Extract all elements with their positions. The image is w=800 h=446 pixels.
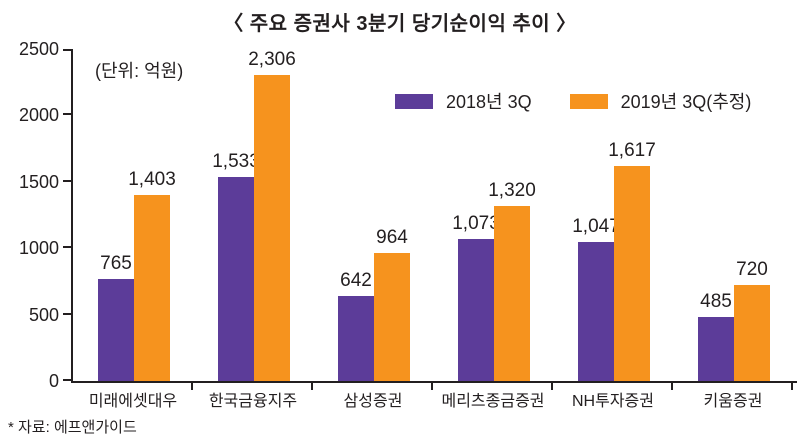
- bar-value-label: 1,617: [608, 140, 656, 161]
- bar-value-label: 642: [340, 270, 372, 291]
- bar-value-label: 1,047: [572, 216, 620, 237]
- bar-2018-3q-1: [218, 177, 254, 381]
- bar-2019-3q-1: [254, 75, 290, 381]
- y-tick-mark: [63, 179, 71, 182]
- x-tick-mark: [191, 383, 193, 390]
- y-axis-line: [71, 49, 73, 381]
- x-tick-mark: [791, 383, 793, 390]
- x-category-label: 한국금융지주: [208, 393, 298, 410]
- x-tick-mark: [671, 383, 673, 390]
- bar-2019-3q-2: [374, 253, 410, 381]
- bar-2019-3q-0: [134, 195, 170, 381]
- x-tick-mark: [431, 383, 433, 390]
- bar-value-label: 964: [376, 227, 408, 248]
- y-tick-mark: [63, 379, 71, 381]
- bar-value-label: 1,320: [488, 180, 536, 201]
- legend-item-2019-3q: 2019년 3Q(추정): [569, 88, 752, 114]
- x-tick-mark: [311, 383, 313, 390]
- x-axis-line: [71, 381, 797, 383]
- y-tick-label: 1000: [18, 238, 59, 259]
- y-tick-mark: [63, 312, 71, 315]
- y-tick-label: 2000: [18, 105, 59, 126]
- legend-label-2018-3q: 2018년 3Q: [446, 92, 532, 112]
- x-tick-mark: [551, 383, 553, 390]
- x-category-label: NH투자증권: [572, 393, 654, 410]
- y-tick-mark: [63, 113, 71, 116]
- x-category-label: 삼성증권: [343, 393, 403, 410]
- bar-value-label: 765: [100, 253, 132, 274]
- bar-value-label: 1,533: [212, 151, 260, 172]
- bar-2018-3q-3: [458, 239, 494, 381]
- y-tick-label: 0: [48, 371, 59, 391]
- bar-value-label: 2,306: [248, 49, 296, 70]
- bar-2018-3q-4: [578, 242, 614, 381]
- bar-2018-3q-2: [338, 296, 374, 381]
- x-category-label: 키움증권: [703, 393, 763, 410]
- source-note: * 자료: 에프앤가이드: [8, 419, 137, 436]
- unit-label: (단위: 억원): [95, 61, 184, 81]
- y-tick-label: 500: [28, 304, 59, 325]
- legend-swatch-2018-3q: [395, 93, 433, 109]
- y-tick-mark: [63, 49, 71, 51]
- bar-value-label: 1,403: [128, 169, 176, 190]
- y-tick-label: 2500: [18, 39, 59, 59]
- chart-title: 〈 주요 증권사 3분기 당기순이익 추이 〉: [223, 13, 577, 35]
- y-tick-label: 1500: [18, 171, 59, 192]
- bar-value-label: 1,073: [452, 213, 500, 234]
- y-tick-mark: [63, 246, 71, 249]
- bar-2019-3q-3: [494, 206, 530, 381]
- bar-2018-3q-0: [98, 279, 134, 381]
- legend-item-2018-3q: 2018년 3Q: [395, 88, 532, 114]
- plot-area: 0 500 1000 1500 2000 2500 765 1,403 미래에셋대우 1,533 2…: [19, 39, 797, 410]
- legend: 2018년 3Q 2019년 3Q(추정): [395, 88, 751, 114]
- x-category-label: 미래에셋대우: [88, 393, 178, 410]
- bar-2019-3q-4: [614, 166, 650, 381]
- x-category-label: 메리츠종금증권: [441, 393, 545, 410]
- bar-2018-3q-5: [698, 317, 734, 381]
- bar-value-label: 485: [700, 291, 732, 312]
- bar-value-label: 720: [736, 259, 768, 280]
- legend-swatch-2019-3q: [569, 93, 608, 109]
- legend-label-2019-3q: 2019년 3Q(추정): [620, 92, 752, 112]
- bar-2019-3q-5: [734, 285, 770, 381]
